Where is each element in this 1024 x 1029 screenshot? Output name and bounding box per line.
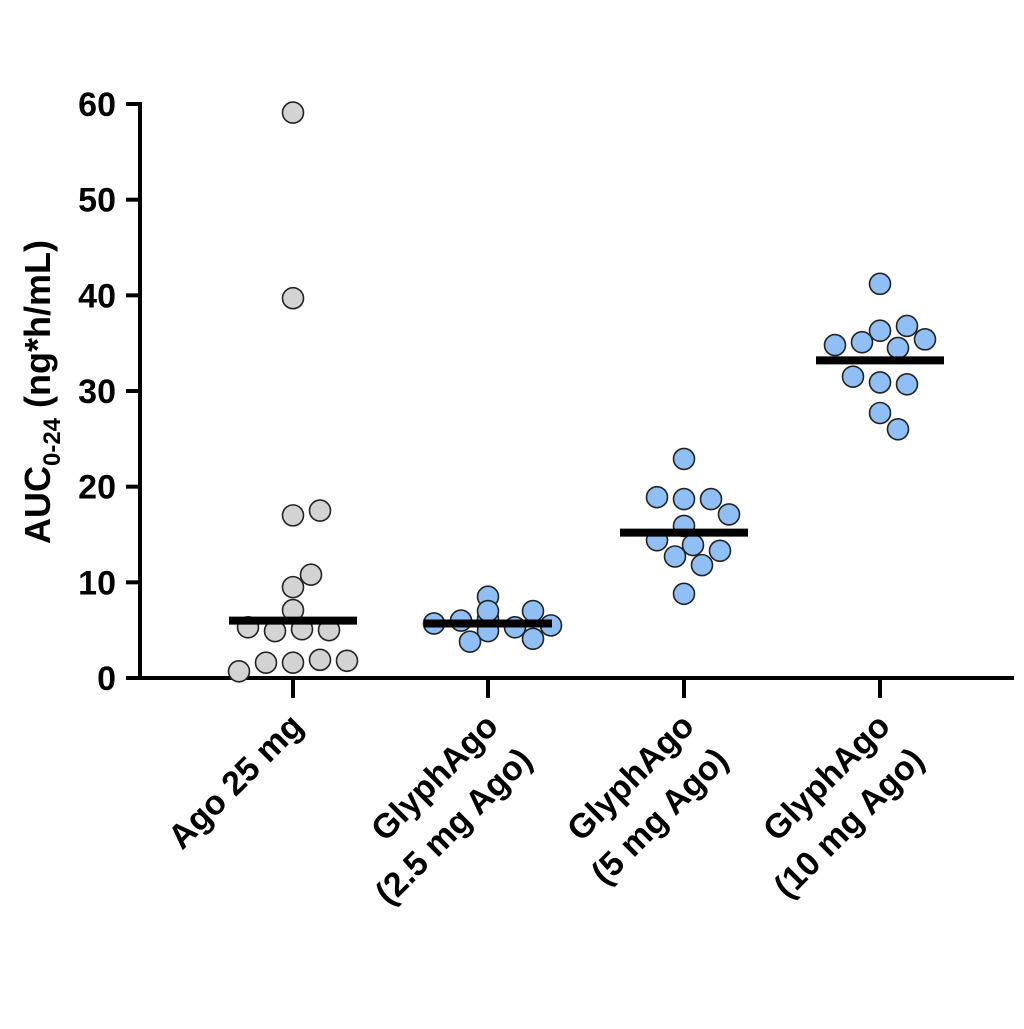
x-tick-label: GlyphAgo(5 mg Ago): [560, 707, 736, 892]
data-point: [868, 371, 892, 394]
data-point: [699, 487, 723, 511]
data-point: [886, 417, 910, 441]
data-point: [717, 503, 741, 526]
y-tick-label: 20: [78, 469, 116, 507]
y-tick-label: 40: [78, 277, 116, 315]
data-point: [913, 328, 937, 351]
data-point: [227, 660, 251, 683]
data-point: [886, 336, 910, 360]
data-point: [868, 272, 892, 296]
data-point: [281, 651, 305, 674]
data-point: [281, 504, 305, 527]
data-point: [672, 487, 696, 511]
data-point: [895, 373, 919, 396]
y-axis-label: AUC0-24 (ng*h/mL): [17, 240, 66, 544]
data-point: [868, 401, 892, 425]
data-point: [645, 485, 669, 509]
data-point: [308, 648, 332, 672]
y-tick-label: 50: [78, 182, 116, 220]
x-tick-label: Ago 25 mg: [161, 707, 311, 857]
y-tick-label: 60: [78, 86, 116, 124]
data-point: [281, 286, 305, 310]
data-point: [281, 575, 305, 599]
data-point: [254, 651, 278, 674]
data-point: [335, 649, 359, 673]
data-point: [476, 599, 500, 623]
data-point: [521, 627, 545, 651]
data-point: [672, 447, 696, 471]
x-tick-label: GlyphAgo(10 mg Ago): [756, 707, 932, 906]
data-point: [299, 563, 323, 586]
data-point: [681, 533, 705, 557]
data-point: [841, 365, 865, 388]
data-point: [308, 499, 332, 522]
y-tick-label: 0: [97, 660, 116, 698]
y-tick-label: 30: [78, 373, 116, 411]
x-tick-label-line1: Ago 25 mg: [161, 707, 311, 857]
data-point: [850, 330, 874, 354]
data-point: [663, 545, 687, 568]
data-point: [521, 599, 545, 623]
data-point: [823, 333, 847, 357]
data-point: [708, 539, 732, 563]
y-tick-label: 10: [78, 564, 116, 602]
data-point: [281, 101, 305, 124]
x-tick-label: GlyphAgo(2.5 mg Ago): [364, 707, 540, 913]
data-point: [895, 314, 919, 338]
data-point: [690, 553, 714, 577]
data-point: [458, 630, 482, 653]
data-point: [672, 582, 696, 606]
data-point: [868, 319, 892, 343]
